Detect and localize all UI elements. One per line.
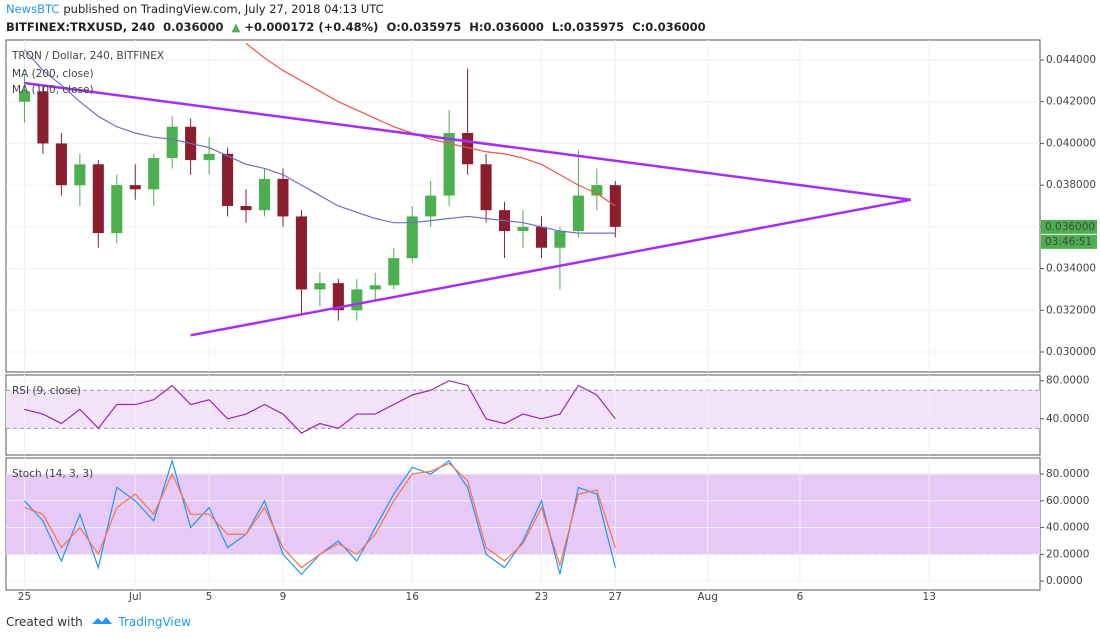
countdown-label: 03:46:51 xyxy=(1045,236,1092,248)
arrow: ▲ xyxy=(231,20,241,34)
y-tick-label: 40.0000 xyxy=(1046,522,1089,534)
band xyxy=(6,474,1040,555)
x-tick-label: 25 xyxy=(18,591,31,603)
candle-body xyxy=(203,153,215,161)
y-tick-label: 80.0000 xyxy=(1046,375,1089,387)
created: Created with xyxy=(6,615,83,629)
y-tick-label: 0.034000 xyxy=(1046,263,1096,275)
logo xyxy=(91,617,112,624)
plot xyxy=(18,42,911,337)
candle-body xyxy=(148,158,160,190)
candle-body xyxy=(111,185,123,234)
candle-body xyxy=(295,216,307,290)
candle-body xyxy=(129,185,141,190)
change: +0.000172 (+0.48%) xyxy=(244,20,379,34)
panel-title: TRON / Dollar, 240, BITFINEX xyxy=(11,50,164,62)
high: H:0.036000 xyxy=(469,20,544,34)
x-tick-label: 5 xyxy=(206,591,213,603)
candle-body xyxy=(369,285,381,290)
candle-body xyxy=(443,133,455,196)
candle-body xyxy=(572,195,584,232)
candle-body xyxy=(535,226,548,248)
symbol: BITFINEX:TRXUSD, 240 xyxy=(6,20,156,34)
x-tick-label: 27 xyxy=(609,591,622,603)
y-tick-label: 60.0000 xyxy=(1046,495,1089,507)
y-tick-label: 0.044000 xyxy=(1046,54,1096,66)
published: published on TradingView.com, July 27, 2… xyxy=(63,2,384,16)
candle-body xyxy=(406,216,418,259)
candle-body xyxy=(480,164,492,211)
candle-body xyxy=(222,153,234,206)
plot xyxy=(24,380,616,434)
x-tick-label: 23 xyxy=(535,591,548,603)
plot xyxy=(24,458,616,576)
series-line xyxy=(24,49,616,234)
candle-body xyxy=(37,91,49,144)
series-line xyxy=(245,42,616,207)
candle-body xyxy=(591,185,603,196)
y-tick-label: 80.0000 xyxy=(1046,468,1089,480)
header-line-2: BITFINEX:TRXUSD, 240 0.036000 ▲ +0.000172… xyxy=(6,20,710,34)
series-line xyxy=(24,462,616,569)
panel-title: RSI (9, close) xyxy=(12,385,81,397)
series-line xyxy=(24,380,616,434)
author: NewsBTC xyxy=(6,2,60,16)
trendline xyxy=(24,81,911,201)
panel xyxy=(5,39,1041,373)
legend-entry: MA (100, close) xyxy=(12,84,94,96)
close: C:0.036000 xyxy=(632,20,706,34)
candle-body xyxy=(74,164,86,186)
last: 0.036000 xyxy=(163,20,224,34)
candle-body xyxy=(258,178,271,211)
y-tick-label: 20.0000 xyxy=(1046,548,1089,560)
x-tick-label: 9 xyxy=(280,591,287,603)
x-tick-label: 13 xyxy=(923,591,936,603)
y-tick-label: 0.0000 xyxy=(1046,575,1083,587)
x-tick-label: Jul xyxy=(128,591,142,603)
footer: Created with TradingView xyxy=(6,614,191,629)
y-tick-label: 0.038000 xyxy=(1046,179,1096,191)
candle-body xyxy=(351,289,363,311)
candle-body xyxy=(425,195,437,217)
chart: 0.030000 0.032000 0.034000 0.036000 0.038000… xyxy=(5,39,1097,603)
last-price-box xyxy=(1041,219,1097,234)
candle-body xyxy=(55,143,67,186)
legend-entry: MA (200, close) xyxy=(12,68,94,80)
band xyxy=(6,390,1040,429)
y-tick-label: 0.042000 xyxy=(1046,96,1096,108)
candle-body xyxy=(92,164,104,234)
x-tick-label: 16 xyxy=(406,591,420,603)
candle-body xyxy=(388,258,400,286)
brand[interactable]: TradingView xyxy=(118,615,191,629)
candle-body xyxy=(166,126,178,159)
y-tick-label: 0.040000 xyxy=(1046,137,1096,149)
candle-body xyxy=(277,178,289,217)
candle-body xyxy=(314,283,326,290)
y-tick-label: 0.032000 xyxy=(1046,304,1096,316)
candle-body xyxy=(554,231,566,248)
candle-body xyxy=(462,133,474,165)
candle-body xyxy=(240,206,252,211)
header-line-1: NewsBTC published on TradingView.com, Jul… xyxy=(6,2,388,16)
y-tick-label: 0.030000 xyxy=(1046,346,1096,358)
low: L:0.035975 xyxy=(551,20,625,34)
last-price-label: 0.036000 xyxy=(1045,221,1095,233)
x-tick-label: Aug xyxy=(697,591,718,603)
y-tick-label: 40.0000 xyxy=(1046,413,1089,425)
open: O:0.035975 xyxy=(386,20,462,34)
candle-body xyxy=(332,283,344,311)
candle-body xyxy=(18,91,31,102)
candle-body xyxy=(517,226,529,232)
trendline xyxy=(190,198,911,337)
x-tick-label: 6 xyxy=(797,591,804,603)
panel-title: Stoch (14, 3, 3) xyxy=(12,468,93,480)
countdown-box xyxy=(1041,234,1097,249)
